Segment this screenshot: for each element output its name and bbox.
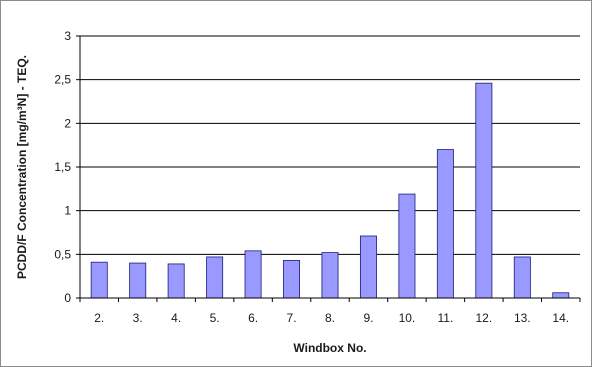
y-tick-label: 2 xyxy=(64,116,71,130)
bars xyxy=(90,82,570,299)
bar xyxy=(398,193,416,299)
gridlines xyxy=(80,35,580,255)
bar xyxy=(129,262,147,299)
bar xyxy=(513,256,531,299)
x-tick-label: 7. xyxy=(287,311,297,325)
axes xyxy=(79,36,580,299)
x-axis-ticks: 2. 3. 4. 5. 6. 7. 8. 9. 10. 11. 12. 13. 14. xyxy=(79,298,581,325)
bar xyxy=(244,250,262,299)
x-tick-label: 11. xyxy=(437,311,453,325)
x-axis-title: Windbox No. xyxy=(293,341,366,355)
bar xyxy=(90,261,108,299)
x-tick-label: 9. xyxy=(363,311,373,325)
bar xyxy=(436,149,454,299)
x-tick-label: 2. xyxy=(94,311,104,325)
y-axis-ticks: 0 0,5 1 1,5 2 2,5 3 xyxy=(54,29,80,305)
bar xyxy=(167,263,185,299)
x-tick-label: 3. xyxy=(133,311,143,325)
bar xyxy=(283,260,301,299)
x-tick-label: 13. xyxy=(514,311,531,325)
y-tick-label: 2,5 xyxy=(54,73,71,87)
bar xyxy=(475,82,493,299)
y-axis-title: PCDD/F Concentration [mg/m³N] - TEQ. xyxy=(15,55,29,279)
bar xyxy=(359,235,377,299)
y-tick-label: 3 xyxy=(64,29,71,43)
y-tick-label: 1,5 xyxy=(54,160,71,174)
x-tick-label: 6. xyxy=(248,311,258,325)
x-tick-label: 5. xyxy=(210,311,220,325)
x-tick-label: 12. xyxy=(476,311,493,325)
x-tick-label: 10. xyxy=(399,311,416,325)
bar xyxy=(321,252,339,299)
y-tick-label: 0 xyxy=(64,291,71,305)
bar xyxy=(552,292,570,299)
y-tick-label: 0,5 xyxy=(54,247,71,261)
x-tick-label: 8. xyxy=(325,311,335,325)
x-tick-label: 14. xyxy=(552,311,569,325)
y-tick-label: 1 xyxy=(64,204,71,218)
x-tick-label: 4. xyxy=(171,311,181,325)
bar xyxy=(206,256,224,299)
